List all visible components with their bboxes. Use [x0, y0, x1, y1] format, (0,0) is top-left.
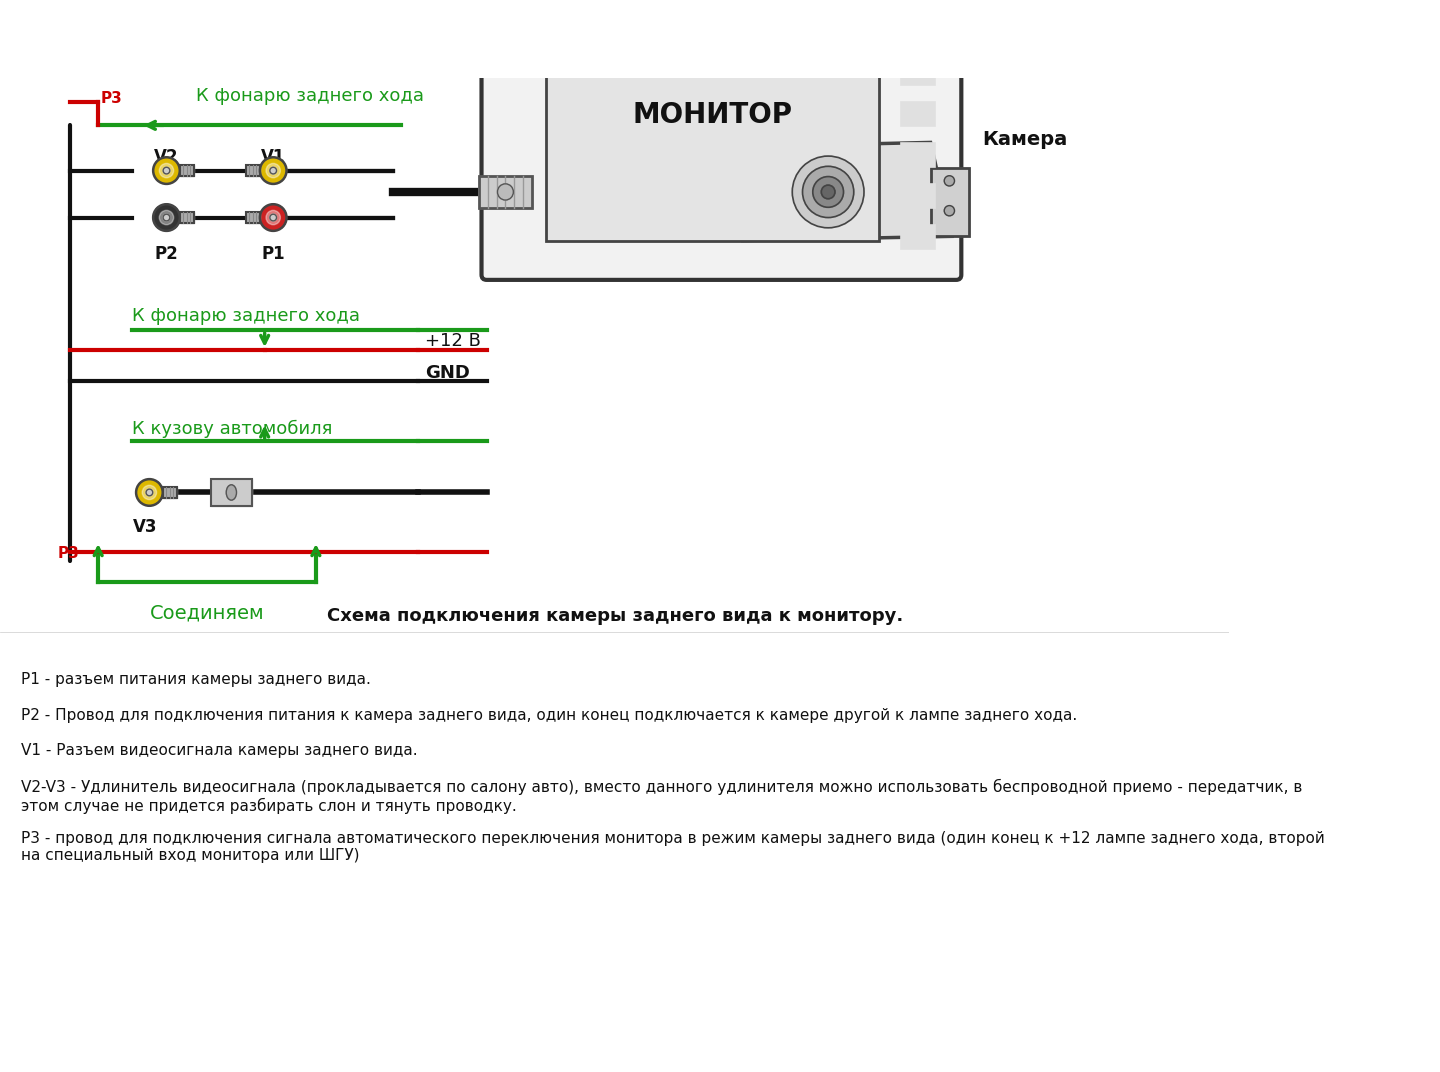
- Text: V2-V3 - Удлинитель видеосигнала (прокладывается по салону авто), вместо данного : V2-V3 - Удлинитель видеосигнала (проклад…: [22, 779, 1303, 815]
- Bar: [180, 165, 194, 176]
- Bar: [900, 184, 935, 208]
- Circle shape: [153, 205, 180, 230]
- Bar: [246, 165, 259, 176]
- Circle shape: [821, 185, 835, 198]
- Circle shape: [901, 0, 943, 10]
- Text: P2: P2: [154, 244, 179, 263]
- Ellipse shape: [226, 485, 236, 501]
- Text: P1: P1: [262, 244, 285, 263]
- Bar: [163, 487, 177, 497]
- Text: V1 - Разъем видеосигнала камеры заднего вида.: V1 - Разъем видеосигнала камеры заднего …: [22, 744, 418, 759]
- Text: К фонарю заднего хода: К фонарю заднего хода: [132, 308, 360, 325]
- Circle shape: [259, 158, 287, 184]
- Circle shape: [945, 206, 955, 215]
- Bar: [246, 165, 259, 176]
- Text: P1 - разъем питания камеры заднего вида.: P1 - разъем питания камеры заднего вида.: [22, 672, 372, 687]
- Bar: [930, 168, 969, 236]
- Text: Схема подключения камеры заднего вида к монитору.: Схема подключения камеры заднего вида к …: [327, 607, 903, 625]
- Circle shape: [266, 163, 281, 178]
- Bar: [900, 102, 935, 126]
- Bar: [900, 61, 935, 85]
- FancyBboxPatch shape: [481, 0, 962, 280]
- Circle shape: [145, 489, 153, 495]
- Text: +12 В: +12 В: [425, 332, 481, 351]
- Circle shape: [160, 163, 174, 178]
- Bar: [180, 165, 194, 176]
- Circle shape: [163, 214, 170, 221]
- Text: P3: P3: [58, 547, 79, 562]
- Circle shape: [266, 210, 281, 225]
- Text: P3 - провод для подключения сигнала автоматического переключения монитора в режи: P3 - провод для подключения сигнала авто…: [22, 831, 1325, 863]
- Bar: [900, 225, 935, 249]
- Bar: [480, 176, 531, 208]
- Circle shape: [163, 167, 170, 174]
- Polygon shape: [743, 143, 952, 240]
- Circle shape: [137, 479, 163, 506]
- Circle shape: [269, 167, 276, 174]
- Bar: [246, 212, 259, 223]
- Circle shape: [160, 210, 174, 225]
- Text: V2: V2: [154, 148, 179, 166]
- Text: К фонарю заднего хода: К фонарю заднего хода: [196, 87, 425, 105]
- Bar: [180, 212, 194, 223]
- Bar: [210, 479, 252, 506]
- Bar: [246, 212, 259, 223]
- Text: Камера: Камера: [982, 130, 1067, 149]
- Text: МОНИТОР: МОНИТОР: [634, 101, 793, 129]
- Circle shape: [498, 0, 536, 16]
- Circle shape: [259, 205, 287, 230]
- Text: Соединяем: Соединяем: [150, 604, 265, 623]
- Circle shape: [143, 486, 157, 500]
- Text: P3: P3: [101, 91, 122, 106]
- Bar: [180, 212, 194, 223]
- Text: P2 - Провод для подключения питания к камера заднего вида, один конец подключает: P2 - Провод для подключения питания к ка…: [22, 708, 1077, 723]
- Bar: [546, 0, 880, 240]
- Circle shape: [812, 177, 844, 207]
- Circle shape: [802, 166, 854, 218]
- Circle shape: [945, 176, 955, 185]
- Text: V1: V1: [261, 148, 285, 166]
- Bar: [163, 487, 177, 497]
- Bar: [480, 176, 531, 208]
- Ellipse shape: [497, 183, 513, 200]
- Text: К кузову автомобиля: К кузову автомобиля: [132, 420, 333, 438]
- Bar: [900, 144, 935, 167]
- Bar: [210, 479, 252, 506]
- Text: V3: V3: [132, 518, 157, 536]
- Circle shape: [269, 214, 276, 221]
- Circle shape: [792, 157, 864, 227]
- Circle shape: [153, 158, 180, 184]
- Text: GND: GND: [425, 363, 469, 382]
- Bar: [930, 168, 969, 236]
